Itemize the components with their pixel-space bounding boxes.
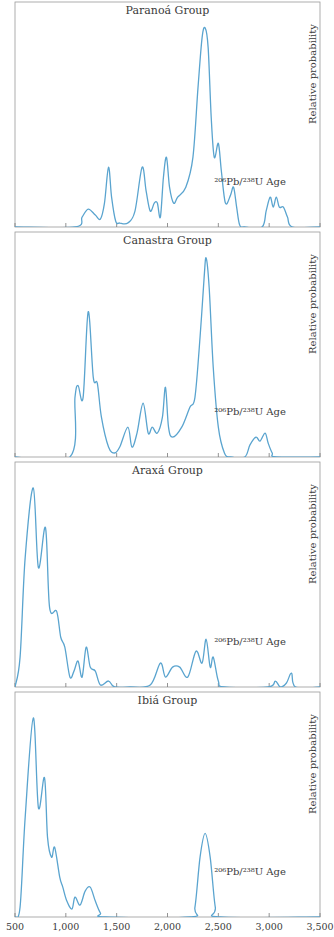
probability-curve (15, 258, 320, 457)
panel: Canastra Group Relative probability ²⁰⁶Pb/… (15, 232, 320, 461)
annotation: ²⁰⁶Pb/²³⁸U Age (214, 866, 286, 877)
x-tick-label: 1,500 (103, 921, 130, 932)
data-group (15, 258, 320, 457)
x-tick (116, 683, 117, 687)
x-tick-label: 2,500 (205, 921, 232, 932)
panel-title: Paranoá Group (126, 4, 210, 17)
probability-curve (15, 27, 320, 227)
data-group (15, 27, 320, 227)
probability-curve (15, 718, 320, 917)
x-tick (269, 453, 270, 457)
x-tick-label: 500 (6, 921, 24, 932)
x-tick (218, 223, 219, 227)
plot-frame (15, 2, 320, 227)
plot-frame (15, 692, 320, 917)
y-axis-label: Relative probability (307, 484, 318, 584)
figure: Paranoá Group Relative probability ²⁰⁶Pb/²… (0, 0, 334, 937)
y-axis-label: Relative probability (307, 254, 318, 354)
panel: 500 1,000 1,500 2,000 2,500 3,000 3,500 Ibiá Gr… (6, 692, 334, 932)
x-tick (218, 453, 219, 457)
probability-curve (15, 488, 320, 687)
x-tick (167, 913, 168, 917)
annotation: ²⁰⁶Pb/²³⁸U Age (214, 406, 286, 417)
x-tick (116, 913, 117, 917)
x-tick (167, 453, 168, 457)
data-group (15, 718, 320, 917)
x-tick (65, 223, 66, 227)
x-tick (269, 913, 270, 917)
x-tick (65, 913, 66, 917)
x-tick (65, 453, 66, 457)
annotation: ²⁰⁶Pb/²³⁸U Age (214, 176, 286, 187)
x-tick (65, 683, 66, 687)
panel-title: Canastra Group (123, 234, 212, 247)
panel: Araxá Group Relative probability ²⁰⁶Pb/²³⁸… (15, 462, 320, 688)
data-group (15, 488, 320, 687)
x-tick (167, 223, 168, 227)
y-axis-label: Relative probability (307, 24, 318, 124)
x-tick (116, 453, 117, 457)
x-tick (269, 223, 270, 227)
plot-frame (15, 462, 320, 687)
panel-title: Ibiá Group (138, 694, 198, 707)
x-tick (167, 683, 168, 687)
x-tick-label: 3,000 (256, 921, 283, 932)
panel-title: Araxá Group (131, 464, 203, 477)
x-tick-label: 3,500 (306, 921, 333, 932)
y-axis-label: Relative probability (307, 714, 318, 814)
x-tick-label: 1,000 (52, 921, 79, 932)
annotation: ²⁰⁶Pb/²³⁸U Age (214, 636, 286, 647)
panel: Paranoá Group Relative probability ²⁰⁶Pb/²… (15, 2, 320, 228)
x-tick-label: 2,000 (154, 921, 181, 932)
